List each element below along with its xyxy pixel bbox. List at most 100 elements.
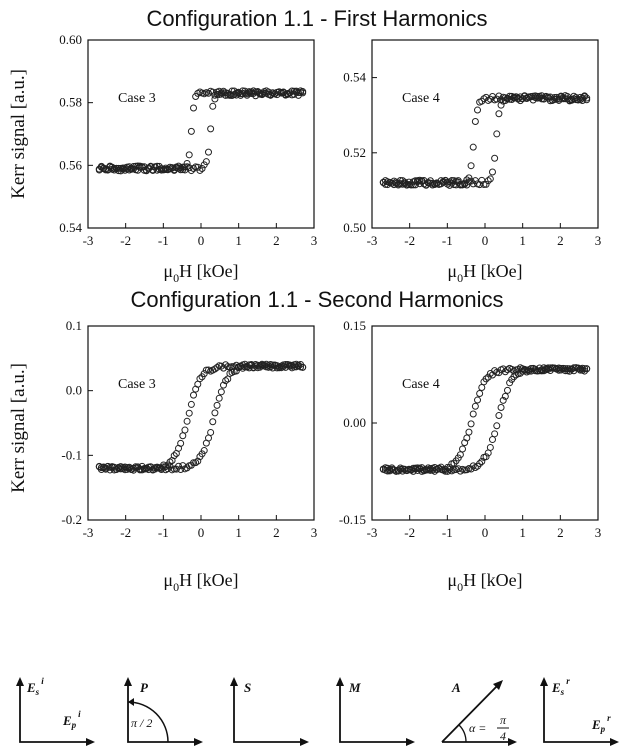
data-point — [108, 463, 116, 471]
diagram-panel-incident: Esi Epi — [16, 676, 95, 746]
data-point — [563, 95, 571, 103]
data-point — [512, 93, 520, 101]
data-point — [211, 409, 219, 417]
data-point — [486, 443, 494, 451]
label-m: M — [348, 680, 361, 695]
data-point — [555, 96, 563, 104]
data-point — [474, 396, 482, 404]
plot-frame — [87, 325, 315, 521]
data-point — [177, 439, 185, 447]
data-point — [444, 463, 452, 471]
data-point — [551, 96, 559, 104]
chart-second-case3: -3 -2 -1 0 1 2 3 -0.2 -0.1 0.0 0.1 Case 3 — [61, 318, 317, 540]
data-point — [140, 465, 148, 473]
ylabel-top: Kerr signal [a.u.] — [8, 69, 29, 199]
polarization-diagram: Esi Epi P π / 2 S M — [16, 676, 619, 746]
data-point — [581, 365, 589, 373]
data-point — [401, 180, 409, 188]
x-tick-label: 1 — [519, 233, 526, 248]
y-tick-label: -0.1 — [61, 447, 82, 462]
x-tick-label: -1 — [442, 525, 453, 540]
data-point — [488, 168, 496, 176]
data-point — [217, 388, 225, 396]
arrowhead-up — [336, 677, 344, 686]
data-point — [548, 364, 556, 372]
x-tick-label: 1 — [519, 525, 526, 540]
data-point — [284, 90, 292, 98]
x-tick-label: -3 — [83, 525, 94, 540]
data-point — [557, 364, 565, 372]
data-point — [497, 404, 505, 412]
arrowhead-up — [540, 677, 548, 686]
y-tick-label: 0.60 — [59, 32, 82, 47]
data-point — [416, 465, 424, 473]
data-point — [168, 164, 176, 172]
data-point — [518, 95, 526, 103]
y-tick-label: -0.15 — [339, 512, 366, 527]
y-tick-label: 0.56 — [59, 157, 82, 172]
label-a: A — [451, 680, 461, 695]
data-point — [162, 463, 170, 471]
data-point — [439, 178, 447, 186]
x-tick-label: -3 — [83, 233, 94, 248]
data-point — [110, 166, 118, 174]
data-point — [516, 97, 524, 105]
data-point — [179, 432, 187, 440]
data-point — [187, 400, 195, 408]
y-tick-label: 0.00 — [343, 415, 366, 430]
y-tick-label: 0.15 — [343, 318, 366, 333]
data-point — [488, 436, 496, 444]
data-point — [506, 379, 514, 387]
data-point — [478, 383, 486, 391]
label-p: P — [140, 680, 149, 695]
data-point — [495, 92, 503, 100]
data-point — [486, 175, 494, 183]
data-point — [207, 428, 215, 436]
x-tick-label: -1 — [158, 233, 169, 248]
x-tick-label: 2 — [557, 233, 564, 248]
data-point — [501, 392, 509, 400]
data-point — [465, 428, 473, 436]
arrowhead-right — [194, 738, 203, 746]
data-point — [503, 386, 511, 394]
data-point — [499, 396, 507, 404]
data-point — [297, 87, 305, 95]
data-point — [97, 162, 105, 170]
data-point — [469, 462, 477, 470]
x-tick-label: -2 — [404, 525, 415, 540]
data-point — [501, 368, 509, 376]
data-point — [461, 180, 469, 188]
data-point — [190, 391, 198, 399]
x-tick-label: 0 — [482, 525, 489, 540]
ylabel-bottom: Kerr signal [a.u.] — [8, 363, 29, 493]
data-point — [484, 373, 492, 381]
data-point — [222, 377, 230, 385]
arrowhead-right — [406, 738, 415, 746]
alpha-denominator: 4 — [500, 729, 506, 743]
case-annotation: Case 4 — [402, 377, 440, 392]
data-point — [446, 464, 454, 472]
data-point — [215, 394, 223, 402]
diagram-axes — [127, 680, 200, 743]
data-point — [243, 91, 251, 99]
arrowhead-right — [508, 738, 517, 746]
arrowhead-right — [86, 738, 95, 746]
data-point — [162, 166, 170, 174]
data-point — [463, 176, 471, 184]
data-point — [132, 162, 140, 170]
data-point — [574, 96, 582, 104]
plot-frame — [87, 39, 315, 229]
data-point — [286, 89, 294, 97]
data-point — [149, 166, 157, 174]
data-point — [204, 434, 212, 442]
x-tick-label: -1 — [442, 233, 453, 248]
data-point — [491, 430, 499, 438]
data-point — [226, 91, 234, 99]
case-annotation: Case 3 — [118, 377, 156, 392]
data-point — [200, 447, 208, 455]
data-point — [190, 104, 198, 112]
data-point — [459, 445, 467, 453]
arrowhead-diagonal — [493, 680, 503, 690]
x-tick-label: -1 — [158, 525, 169, 540]
